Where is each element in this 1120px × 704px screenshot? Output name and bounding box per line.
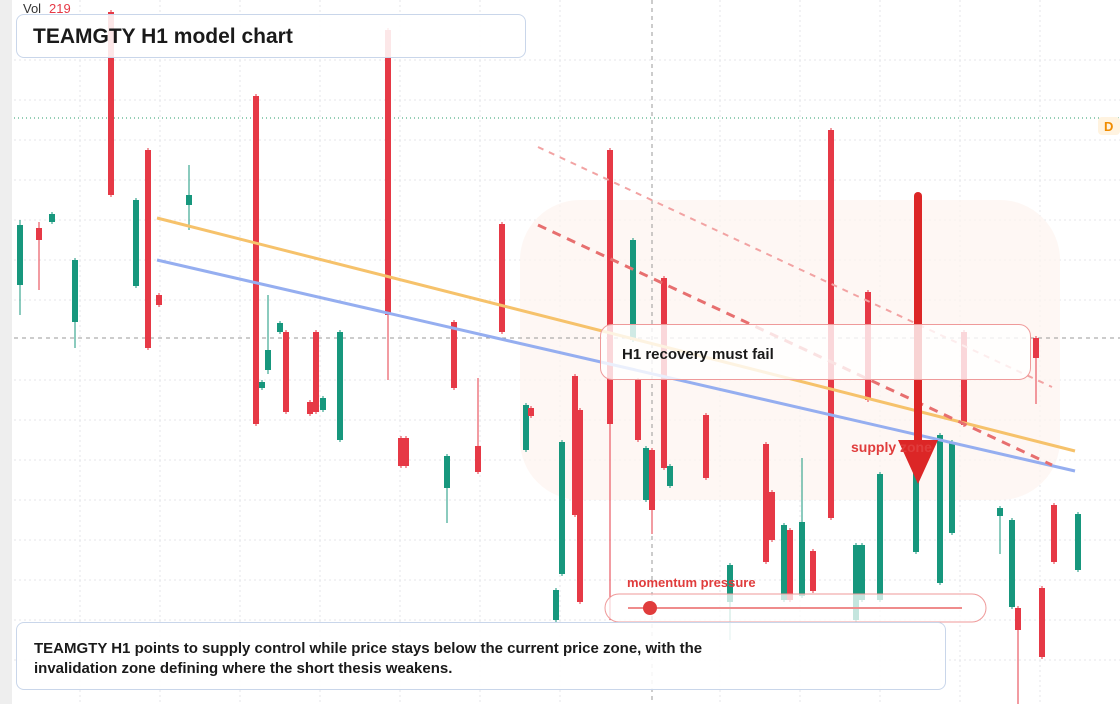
candle-body [398, 438, 404, 466]
candle-body [997, 508, 1003, 516]
candle-body [156, 295, 162, 305]
candle-body [643, 448, 649, 500]
candle-body [649, 450, 655, 510]
candle-body [559, 442, 565, 574]
candle-body [949, 442, 955, 533]
candle-body [853, 545, 859, 620]
candle-body [17, 225, 23, 285]
zone-label: supply zone [851, 439, 932, 455]
momentum-label: momentum pressure [627, 575, 756, 590]
candle-body [553, 590, 559, 620]
candle-body [1039, 588, 1045, 657]
title-box: TEAMGTY H1 model chart [16, 14, 526, 58]
candle-body [307, 402, 313, 414]
candle-body [1015, 608, 1021, 630]
candle-body [145, 150, 151, 348]
candle-body [385, 30, 391, 315]
candle-body [727, 565, 733, 602]
arrow-head [898, 440, 938, 484]
candle-body [1075, 514, 1081, 570]
candle-body [523, 405, 529, 450]
vol-value: 219 [49, 1, 71, 16]
candle-body [703, 415, 709, 478]
channel-line [537, 223, 1053, 467]
candle-body [36, 228, 42, 240]
candle-body [253, 96, 259, 424]
candle-body [259, 382, 265, 388]
candle-body [1051, 505, 1057, 562]
candle-body [337, 332, 343, 440]
candle-body [859, 545, 865, 600]
momentum-knob [643, 601, 657, 615]
chart-title: TEAMGTY H1 model chart [33, 25, 293, 48]
candle-body [787, 530, 793, 600]
footer-text: TEAMGTY H1 points to supply control whil… [34, 640, 703, 677]
candle-body [763, 444, 769, 562]
candle-body [444, 456, 450, 488]
badge [1098, 117, 1120, 135]
candle-body [769, 492, 775, 540]
candle-body [186, 195, 192, 205]
candle-body [403, 438, 409, 466]
annotation: H1 recovery must fail [622, 346, 774, 363]
candle-body [265, 350, 271, 370]
candle-body [313, 332, 319, 412]
candle-body [277, 323, 283, 332]
candle-body [528, 408, 534, 416]
candle-body [667, 466, 673, 486]
candle-body [607, 150, 613, 424]
candle-body [1009, 520, 1015, 607]
vol-label: Vol [23, 1, 41, 16]
annotation-box: H1 recovery must fail [600, 324, 1031, 380]
candle-body [913, 440, 919, 552]
candle-body [320, 398, 326, 410]
candle-body [781, 525, 787, 600]
candle-body [499, 224, 505, 332]
corner-badge: D [1104, 119, 1113, 134]
candle-body [451, 322, 457, 388]
candle-body [577, 410, 583, 602]
candle-body [49, 214, 55, 222]
candle-body [108, 12, 114, 195]
candle-body [635, 380, 641, 440]
left-strip [0, 0, 12, 704]
candle-body [72, 260, 78, 322]
candle-body [799, 522, 805, 596]
candle-body [1033, 338, 1039, 358]
footer-box: TEAMGTY H1 points to supply control whil… [16, 622, 946, 690]
candle-body [133, 200, 139, 286]
candle-body [475, 446, 481, 472]
candle-body [630, 240, 636, 340]
candle-body [810, 551, 816, 591]
candle-body [937, 435, 943, 583]
candle-body [283, 332, 289, 412]
candle-body [877, 474, 883, 600]
candle-body [572, 376, 578, 515]
